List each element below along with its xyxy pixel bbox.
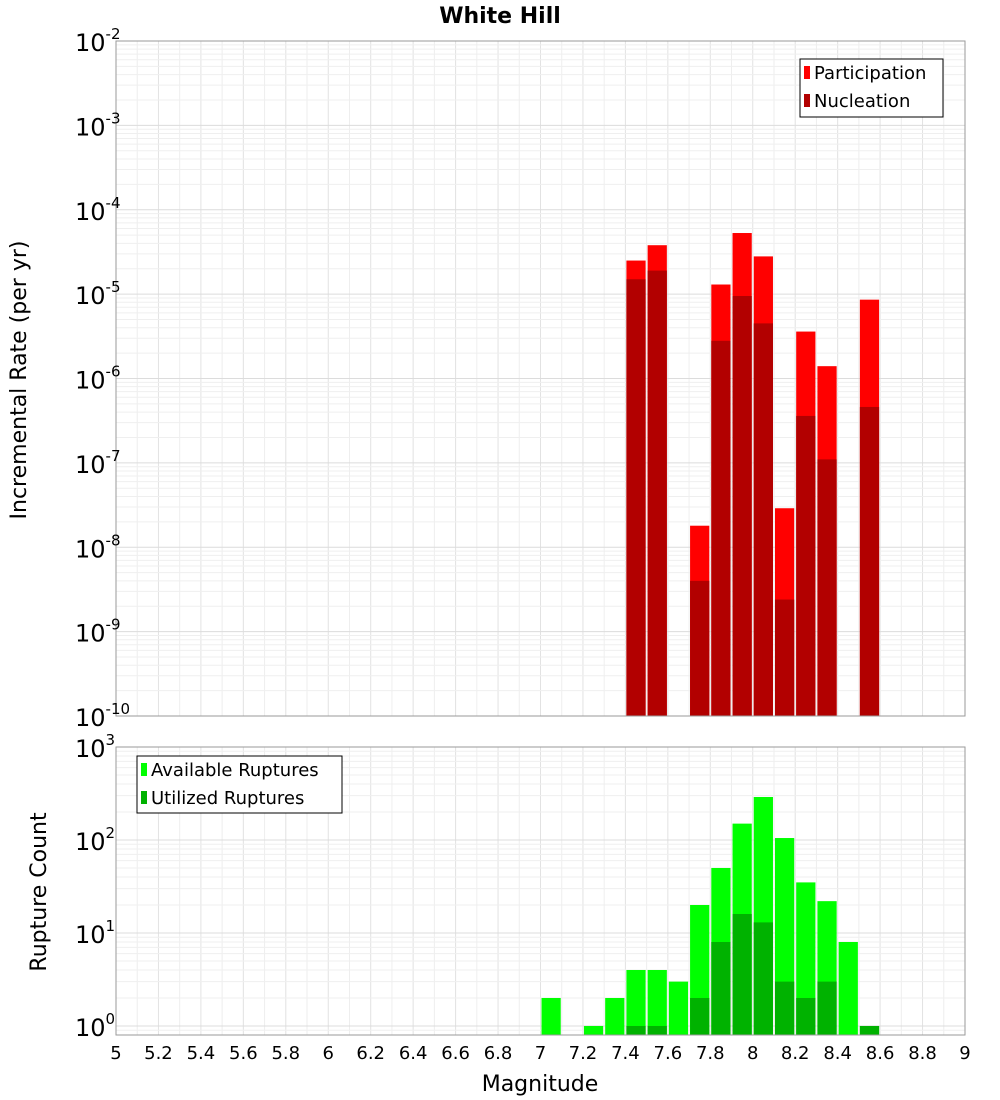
- count-x-tick-label: 7.8: [696, 1043, 725, 1064]
- count-legend-label: Utilized Ruptures: [151, 788, 304, 809]
- count-x-tick-label: 7: [535, 1043, 546, 1064]
- count-x-tick-label: 8.4: [823, 1043, 852, 1064]
- rate-bar-nucleation: [817, 459, 837, 716]
- count-x-tick-labels: 5 5.2 5.4 5.6 5.8 6 6.2 6.4 6.6 6.8 7 7.2 7.4 7.6 7.8 8…: [110, 1043, 970, 1064]
- count-bar-utilized-ruptures: [796, 997, 816, 1035]
- count-x-tick-label: 9: [959, 1043, 970, 1064]
- rate-legend-label: Participation: [814, 63, 926, 84]
- count-x-tick-label: 6.8: [484, 1043, 513, 1064]
- count-y-tick-labels: 103 102 101 100: [75, 731, 115, 1042]
- rate-bar-nucleation: [626, 279, 646, 716]
- count-bar-utilized-ruptures: [626, 1025, 646, 1035]
- rate-y-tick-label: 10-3: [75, 109, 121, 141]
- bottom-y-axis-label: Rupture Count: [27, 812, 52, 972]
- count-bars: [541, 796, 880, 1035]
- x-axis-label: Magnitude: [482, 1072, 599, 1097]
- rate-y-tick-label: 10-9: [75, 616, 121, 648]
- count-bar-utilized-ruptures: [774, 981, 795, 1035]
- count-plot-frame: [115, 746, 966, 1036]
- count-x-tick-label: 5.4: [187, 1043, 216, 1064]
- count-y-tick-label: 101: [75, 917, 115, 949]
- rate-bar-nucleation: [753, 323, 773, 716]
- rate-legend-swatch: [804, 94, 810, 107]
- rate-bars: [626, 233, 880, 717]
- count-bar-available-ruptures: [541, 997, 561, 1035]
- count-bar-utilized-ruptures: [711, 942, 731, 1035]
- count-y-tick-label: 103: [75, 731, 115, 763]
- count-x-tick-label: 7.6: [654, 1043, 683, 1064]
- rate-bar-nucleation: [711, 340, 731, 716]
- rate-y-tick-label: 10-2: [75, 25, 121, 57]
- chart-title: White Hill: [439, 4, 561, 29]
- count-bar-available-ruptures: [583, 1025, 604, 1035]
- count-x-tick-label: 7.4: [611, 1043, 640, 1064]
- count-x-tick-label: 6.4: [399, 1043, 428, 1064]
- count-x-tick-label: 6.6: [441, 1043, 470, 1064]
- rate-bar-nucleation: [647, 270, 667, 716]
- rate-y-tick-label: 10-8: [75, 531, 121, 563]
- count-x-tick-label: 5.8: [271, 1043, 300, 1064]
- rate-plot: 10-2 10-3 10-4 10-5 10-6 10-7 10-8 10-9 10-10 Par…: [75, 25, 966, 732]
- rate-y-tick-label: 10-10: [75, 700, 130, 732]
- count-x-tick-label: 8.2: [781, 1043, 810, 1064]
- rate-bar-nucleation: [774, 599, 795, 716]
- rate-grid: [115, 40, 966, 717]
- rate-legend-box: [799, 58, 944, 118]
- count-bar-available-ruptures: [796, 882, 816, 1035]
- count-x-tick-label: 5: [110, 1043, 121, 1064]
- count-bar-available-ruptures: [626, 969, 646, 1035]
- count-bar-available-ruptures: [647, 969, 667, 1035]
- count-bar-utilized-ruptures: [859, 1025, 880, 1035]
- rate-bar-nucleation: [690, 580, 710, 716]
- count-x-tick-label: 6.2: [356, 1043, 385, 1064]
- count-x-tick-label: 8.8: [908, 1043, 937, 1064]
- rate-legend: Participation Nucleation: [799, 58, 944, 118]
- rate-bar-nucleation: [796, 415, 816, 716]
- count-bar-available-ruptures: [668, 981, 689, 1035]
- rate-y-tick-label: 10-7: [75, 447, 121, 479]
- rate-bar-nucleation: [859, 406, 880, 716]
- count-x-tick-label: 6: [323, 1043, 334, 1064]
- count-bar-utilized-ruptures: [690, 997, 710, 1035]
- count-y-tick-label: 102: [75, 824, 115, 856]
- rate-legend-swatch: [804, 66, 810, 79]
- count-legend-box: [136, 755, 343, 814]
- count-bar-utilized-ruptures: [753, 922, 773, 1035]
- count-y-tick-label: 100: [75, 1010, 115, 1042]
- count-x-tick-label: 5.6: [229, 1043, 258, 1064]
- top-y-axis-label: Incremental Rate (per yr): [7, 241, 32, 520]
- count-x-tick-label: 5.2: [144, 1043, 173, 1064]
- count-bar-available-ruptures: [838, 942, 858, 1035]
- count-bar-available-ruptures: [605, 997, 625, 1035]
- rate-y-tick-label: 10-5: [75, 278, 121, 310]
- count-bar-utilized-ruptures: [647, 1025, 667, 1035]
- count-bar-utilized-ruptures: [732, 914, 752, 1035]
- count-x-tick-label: 7.2: [569, 1043, 598, 1064]
- rate-y-tick-labels: 10-2 10-3 10-4 10-5 10-6 10-7 10-8 10-9 10-10: [75, 25, 130, 732]
- count-x-tick-label: 8.6: [866, 1043, 895, 1064]
- rate-bar-nucleation: [732, 296, 752, 716]
- rate-legend-label: Nucleation: [814, 91, 910, 112]
- count-legend-swatch: [141, 791, 147, 804]
- count-x-tick-label: 8: [747, 1043, 758, 1064]
- count-bar-utilized-ruptures: [817, 981, 837, 1035]
- rate-plot-frame: [115, 40, 966, 717]
- rate-y-tick-label: 10-4: [75, 194, 121, 226]
- count-legend: Available Ruptures Utilized Ruptures: [136, 755, 343, 814]
- count-legend-label: Available Ruptures: [151, 760, 319, 781]
- count-legend-swatch: [141, 763, 147, 776]
- rate-y-tick-label: 10-6: [75, 363, 121, 395]
